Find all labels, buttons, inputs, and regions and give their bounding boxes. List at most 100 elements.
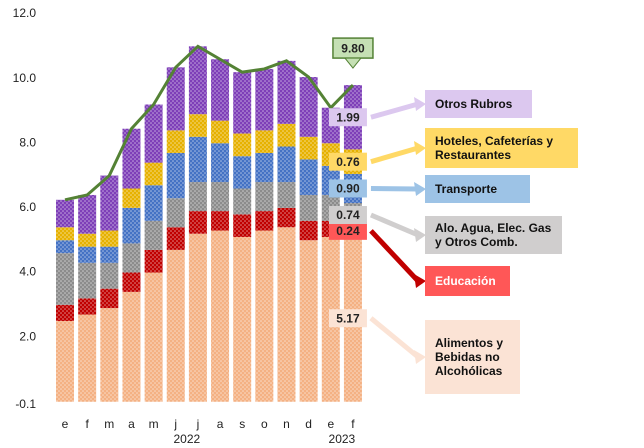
bar-segment bbox=[78, 246, 97, 263]
bar-segment bbox=[122, 243, 141, 273]
bar-segment bbox=[144, 104, 163, 163]
value-label: 5.17 bbox=[336, 311, 360, 325]
x-tick-label: d bbox=[305, 417, 312, 431]
legend-entry: Educación bbox=[425, 266, 510, 296]
bar-segment bbox=[78, 262, 97, 299]
bar-segment bbox=[166, 152, 185, 199]
bar-segment bbox=[78, 314, 97, 402]
bar-segment bbox=[277, 227, 296, 402]
bar-segment bbox=[255, 130, 274, 153]
bar-segment bbox=[144, 185, 163, 221]
bar-segment bbox=[188, 46, 207, 115]
bar-segment bbox=[299, 136, 318, 160]
x-tick-label: f bbox=[85, 417, 89, 431]
arrow-head bbox=[414, 182, 426, 196]
legend-entry: Alimentos y Bebidas no Alcohólicas bbox=[425, 320, 520, 394]
x-tick-label: s bbox=[239, 417, 245, 431]
bar-segment bbox=[255, 68, 274, 131]
bar-segment bbox=[233, 133, 252, 157]
bar-segment bbox=[188, 211, 207, 234]
x-tick-label: e bbox=[62, 417, 69, 431]
bar-segment bbox=[255, 211, 274, 231]
legend-entry: Hoteles, Cafeterías y Restaurantes bbox=[425, 128, 578, 168]
bar-segment bbox=[188, 182, 207, 212]
bar-segment bbox=[144, 249, 163, 273]
bar-segment bbox=[277, 146, 296, 183]
value-label-bg bbox=[328, 108, 367, 127]
bar-segment bbox=[144, 220, 163, 250]
arrow-head bbox=[414, 97, 426, 111]
legend-entry: Otros Rubros bbox=[425, 90, 532, 118]
arrow bbox=[370, 145, 419, 165]
x-tick-label: m bbox=[104, 417, 114, 431]
y-tick-label: 12.0 bbox=[13, 6, 37, 20]
bar-segment bbox=[299, 220, 318, 241]
bar-segment bbox=[277, 123, 296, 147]
bar-segment bbox=[211, 211, 230, 231]
value-label-bg bbox=[328, 152, 367, 171]
bar-segment bbox=[166, 67, 185, 131]
bar-segment bbox=[56, 320, 74, 402]
x-tick-label: o bbox=[261, 417, 268, 431]
bar-segment bbox=[211, 59, 230, 121]
value-label: 0.74 bbox=[336, 208, 360, 222]
arrow bbox=[369, 229, 420, 283]
arrow bbox=[369, 212, 419, 238]
bar-segment bbox=[233, 236, 252, 402]
bar-segment bbox=[233, 156, 252, 189]
bar-segment bbox=[122, 272, 141, 292]
value-label: 0.76 bbox=[336, 155, 360, 169]
x-tick-label: a bbox=[128, 417, 135, 431]
bar-segment bbox=[188, 233, 207, 402]
bar-segment bbox=[166, 227, 185, 250]
bar-segment bbox=[255, 230, 274, 402]
x-tick-label: a bbox=[217, 417, 224, 431]
x-tick-label: e bbox=[327, 417, 334, 431]
bar-segment bbox=[255, 152, 274, 183]
bar-segment bbox=[56, 199, 74, 228]
x-tick-label: n bbox=[283, 417, 290, 431]
bar-segment bbox=[56, 253, 74, 305]
bar-segment bbox=[100, 246, 119, 263]
bar-segment bbox=[166, 249, 185, 402]
y-tick-label: 2.0 bbox=[19, 329, 36, 343]
bar-segment bbox=[211, 120, 230, 144]
bar-segment bbox=[122, 291, 141, 402]
value-label-bg bbox=[328, 221, 367, 240]
bar-segment bbox=[100, 230, 119, 247]
y-tick-label: 10.0 bbox=[13, 71, 37, 85]
bar-segment bbox=[299, 194, 318, 221]
bar-segment bbox=[211, 182, 230, 212]
bar-segment bbox=[122, 207, 141, 244]
bar-segment bbox=[299, 159, 318, 195]
bar-segment bbox=[56, 227, 74, 241]
value-label: 1.99 bbox=[336, 110, 360, 124]
x-tick-label: j bbox=[196, 417, 200, 431]
bar-segment bbox=[211, 230, 230, 402]
bar-segment bbox=[233, 72, 252, 134]
y-tick-label: 6.0 bbox=[19, 200, 36, 214]
total-label-pointer bbox=[343, 57, 362, 69]
arrow bbox=[370, 185, 419, 192]
bar-segment bbox=[78, 194, 97, 234]
bar-segment bbox=[100, 175, 119, 231]
bar-segment bbox=[166, 198, 185, 228]
year-label: 2022 bbox=[173, 432, 200, 446]
bar-segment bbox=[78, 233, 97, 247]
bar-segment bbox=[188, 136, 207, 183]
bar-segment bbox=[233, 214, 252, 237]
bar-segment bbox=[100, 288, 119, 309]
y-tick-label: 8.0 bbox=[19, 135, 36, 149]
value-label: 0.24 bbox=[336, 224, 360, 238]
bar-segment bbox=[100, 308, 119, 402]
bar-segment bbox=[56, 304, 74, 321]
bar-segment bbox=[144, 162, 163, 186]
y-tick-label: 4.0 bbox=[19, 265, 36, 279]
arrow-head bbox=[414, 274, 426, 288]
arrow bbox=[370, 101, 419, 120]
bar-segment bbox=[188, 114, 207, 137]
bar-segment bbox=[166, 130, 185, 153]
bar-segment bbox=[78, 298, 97, 315]
